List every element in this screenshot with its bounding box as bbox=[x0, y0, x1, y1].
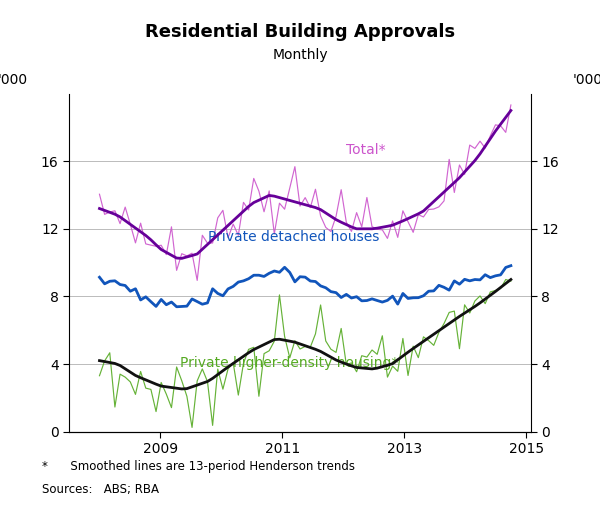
Text: *      Smoothed lines are 13-period Henderson trends: * Smoothed lines are 13-period Henderson… bbox=[42, 460, 355, 473]
Text: Total*: Total* bbox=[346, 144, 386, 158]
Text: Monthly: Monthly bbox=[272, 48, 328, 62]
Text: '000: '000 bbox=[572, 73, 600, 87]
Text: Private higher-density housing*: Private higher-density housing* bbox=[180, 356, 398, 370]
Text: Sources:   ABS; RBA: Sources: ABS; RBA bbox=[42, 483, 159, 496]
Text: '000: '000 bbox=[0, 73, 28, 87]
Text: Residential Building Approvals: Residential Building Approvals bbox=[145, 23, 455, 42]
Text: Private detached houses: Private detached houses bbox=[208, 230, 379, 244]
